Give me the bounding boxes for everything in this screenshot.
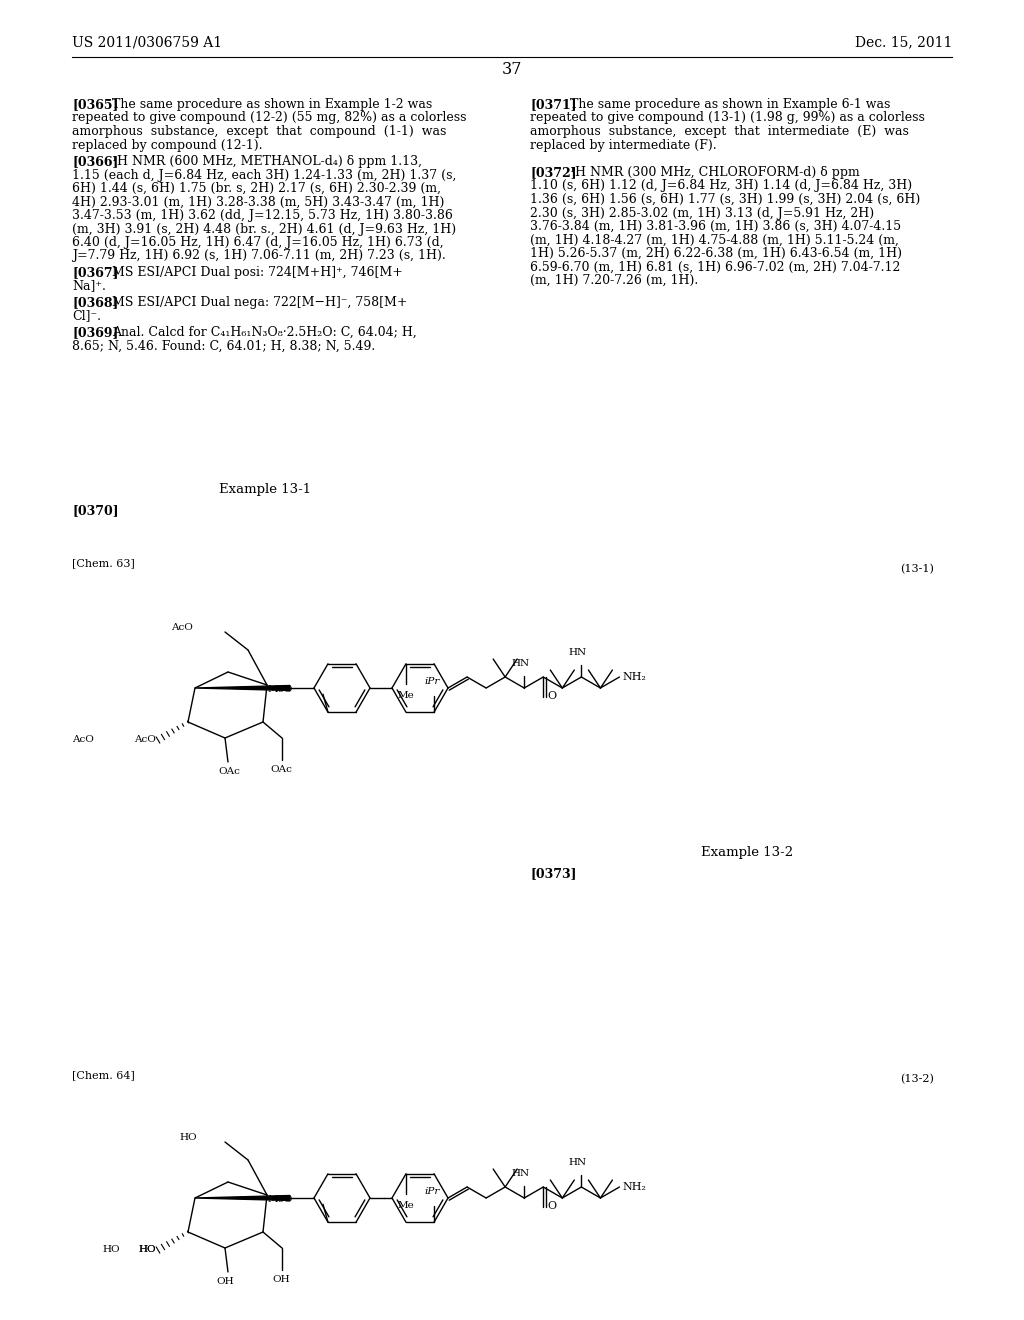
Text: NH₂: NH₂ — [623, 672, 646, 682]
Text: Cl]⁻.: Cl]⁻. — [72, 309, 101, 322]
Text: [0371]: [0371] — [530, 98, 577, 111]
Text: OH: OH — [216, 1276, 233, 1286]
Text: Dec. 15, 2011: Dec. 15, 2011 — [855, 36, 952, 49]
Text: replaced by intermediate (F).: replaced by intermediate (F). — [530, 139, 717, 152]
Text: [0367]: [0367] — [72, 267, 119, 279]
Text: MS ESI/APCI Dual posi: 724[M+H]⁺, 746[M+: MS ESI/APCI Dual posi: 724[M+H]⁺, 746[M+ — [112, 267, 402, 279]
Text: [0368]: [0368] — [72, 296, 119, 309]
Text: ¹H NMR (300 MHz, CHLOROFORM-d) δ ppm: ¹H NMR (300 MHz, CHLOROFORM-d) δ ppm — [570, 166, 860, 180]
Text: 1.15 (each d, J=6.84 Hz, each 3H) 1.24-1.33 (m, 2H) 1.37 (s,: 1.15 (each d, J=6.84 Hz, each 3H) 1.24-1… — [72, 169, 457, 181]
Text: HN: HN — [568, 1158, 587, 1167]
Text: 1.10 (s, 6H) 1.12 (d, J=6.84 Hz, 3H) 1.14 (d, J=6.84 Hz, 3H): 1.10 (s, 6H) 1.12 (d, J=6.84 Hz, 3H) 1.1… — [530, 180, 912, 193]
Text: OH: OH — [272, 1275, 290, 1284]
Text: NH₂: NH₂ — [623, 1181, 646, 1192]
Text: MeO: MeO — [267, 685, 293, 694]
Text: HO: HO — [138, 1245, 156, 1254]
Text: HO: HO — [179, 1133, 197, 1142]
Text: [0366]: [0366] — [72, 154, 119, 168]
Text: HN: HN — [511, 1170, 529, 1177]
Text: (m, 1H) 7.20-7.26 (m, 1H).: (m, 1H) 7.20-7.26 (m, 1H). — [530, 275, 698, 286]
Text: MS ESI/APCI Dual nega: 722[M−H]⁻, 758[M+: MS ESI/APCI Dual nega: 722[M−H]⁻, 758[M+ — [112, 296, 408, 309]
Text: O: O — [547, 690, 556, 701]
Text: [Chem. 64]: [Chem. 64] — [72, 1071, 135, 1080]
Text: 1H) 5.26-5.37 (m, 2H) 6.22-6.38 (m, 1H) 6.43-6.54 (m, 1H): 1H) 5.26-5.37 (m, 2H) 6.22-6.38 (m, 1H) … — [530, 247, 902, 260]
Text: AcO: AcO — [171, 623, 193, 632]
Text: OAc: OAc — [270, 766, 292, 774]
Text: iPr: iPr — [424, 677, 439, 686]
Text: The same procedure as shown in Example 6-1 was: The same procedure as shown in Example 6… — [570, 98, 891, 111]
Text: 6.40 (d, J=16.05 Hz, 1H) 6.47 (d, J=16.05 Hz, 1H) 6.73 (d,: 6.40 (d, J=16.05 Hz, 1H) 6.47 (d, J=16.0… — [72, 236, 443, 249]
Text: replaced by compound (12-1).: replaced by compound (12-1). — [72, 139, 262, 152]
Text: (13-2): (13-2) — [900, 1073, 934, 1084]
Text: amorphous  substance,  except  that  compound  (1-1)  was: amorphous substance, except that compoun… — [72, 125, 446, 139]
Text: O: O — [547, 1201, 556, 1210]
Text: 4H) 2.93-3.01 (m, 1H) 3.28-3.38 (m, 5H) 3.43-3.47 (m, 1H): 4H) 2.93-3.01 (m, 1H) 3.28-3.38 (m, 5H) … — [72, 195, 444, 209]
Text: [Chem. 63]: [Chem. 63] — [72, 558, 135, 568]
Text: Me: Me — [398, 690, 415, 700]
Text: 6H) 1.44 (s, 6H) 1.75 (br. s, 2H) 2.17 (s, 6H) 2.30-2.39 (m,: 6H) 1.44 (s, 6H) 1.75 (br. s, 2H) 2.17 (… — [72, 182, 441, 195]
Text: ¹H NMR (600 MHz, METHANOL-d₄) δ ppm 1.13,: ¹H NMR (600 MHz, METHANOL-d₄) δ ppm 1.13… — [112, 154, 422, 168]
Text: iPr: iPr — [424, 1187, 439, 1196]
Text: [0372]: [0372] — [530, 166, 577, 180]
Text: 3.76-3.84 (m, 1H) 3.81-3.96 (m, 1H) 3.86 (s, 3H) 4.07-4.15: 3.76-3.84 (m, 1H) 3.81-3.96 (m, 1H) 3.86… — [530, 220, 901, 234]
Text: The same procedure as shown in Example 1-2 was: The same procedure as shown in Example 1… — [112, 98, 432, 111]
Text: HO: HO — [138, 1245, 156, 1254]
Text: Na]⁺.: Na]⁺. — [72, 280, 105, 293]
Polygon shape — [195, 685, 290, 690]
Text: amorphous  substance,  except  that  intermediate  (E)  was: amorphous substance, except that interme… — [530, 125, 909, 139]
Text: [0373]: [0373] — [530, 867, 577, 880]
Text: Example 13-1: Example 13-1 — [219, 483, 311, 496]
Text: HO: HO — [102, 1245, 120, 1254]
Text: HN: HN — [568, 648, 587, 657]
Text: Example 13-2: Example 13-2 — [701, 846, 793, 859]
Text: US 2011/0306759 A1: US 2011/0306759 A1 — [72, 36, 222, 49]
Text: MeO: MeO — [267, 1195, 293, 1204]
Text: J=7.79 Hz, 1H) 6.92 (s, 1H) 7.06-7.11 (m, 2H) 7.23 (s, 1H).: J=7.79 Hz, 1H) 6.92 (s, 1H) 7.06-7.11 (m… — [72, 249, 445, 263]
Text: [0365]: [0365] — [72, 98, 119, 111]
Text: (13-1): (13-1) — [900, 564, 934, 574]
Text: OAc: OAc — [218, 767, 240, 776]
Text: 37: 37 — [502, 61, 522, 78]
Text: 3.47-3.53 (m, 1H) 3.62 (dd, J=12.15, 5.73 Hz, 1H) 3.80-3.86: 3.47-3.53 (m, 1H) 3.62 (dd, J=12.15, 5.7… — [72, 209, 453, 222]
Text: Me: Me — [398, 1201, 415, 1209]
Text: HN: HN — [511, 659, 529, 668]
Text: 1.36 (s, 6H) 1.56 (s, 6H) 1.77 (s, 3H) 1.99 (s, 3H) 2.04 (s, 6H): 1.36 (s, 6H) 1.56 (s, 6H) 1.77 (s, 3H) 1… — [530, 193, 921, 206]
Text: 8.65; N, 5.46. Found: C, 64.01; H, 8.38; N, 5.49.: 8.65; N, 5.46. Found: C, 64.01; H, 8.38;… — [72, 339, 375, 352]
Text: 2.30 (s, 3H) 2.85-3.02 (m, 1H) 3.13 (d, J=5.91 Hz, 2H): 2.30 (s, 3H) 2.85-3.02 (m, 1H) 3.13 (d, … — [530, 206, 874, 219]
Text: 6.59-6.70 (m, 1H) 6.81 (s, 1H) 6.96-7.02 (m, 2H) 7.04-7.12: 6.59-6.70 (m, 1H) 6.81 (s, 1H) 6.96-7.02… — [530, 260, 900, 273]
Text: repeated to give compound (12-2) (55 mg, 82%) as a colorless: repeated to give compound (12-2) (55 mg,… — [72, 111, 467, 124]
Text: (m, 3H) 3.91 (s, 2H) 4.48 (br. s., 2H) 4.61 (d, J=9.63 Hz, 1H): (m, 3H) 3.91 (s, 2H) 4.48 (br. s., 2H) 4… — [72, 223, 456, 235]
Text: [0370]: [0370] — [72, 504, 119, 517]
Text: [0369]: [0369] — [72, 326, 119, 339]
Text: Anal. Calcd for C₄₁H₆₁N₃O₈·2.5H₂O: C, 64.04; H,: Anal. Calcd for C₄₁H₆₁N₃O₈·2.5H₂O: C, 64… — [112, 326, 417, 339]
Text: repeated to give compound (13-1) (1.98 g, 99%) as a colorless: repeated to give compound (13-1) (1.98 g… — [530, 111, 925, 124]
Text: AcO: AcO — [134, 735, 156, 744]
Polygon shape — [195, 1196, 290, 1200]
Text: AcO: AcO — [72, 735, 94, 744]
Text: (m, 1H) 4.18-4.27 (m, 1H) 4.75-4.88 (m, 1H) 5.11-5.24 (m,: (m, 1H) 4.18-4.27 (m, 1H) 4.75-4.88 (m, … — [530, 234, 899, 247]
